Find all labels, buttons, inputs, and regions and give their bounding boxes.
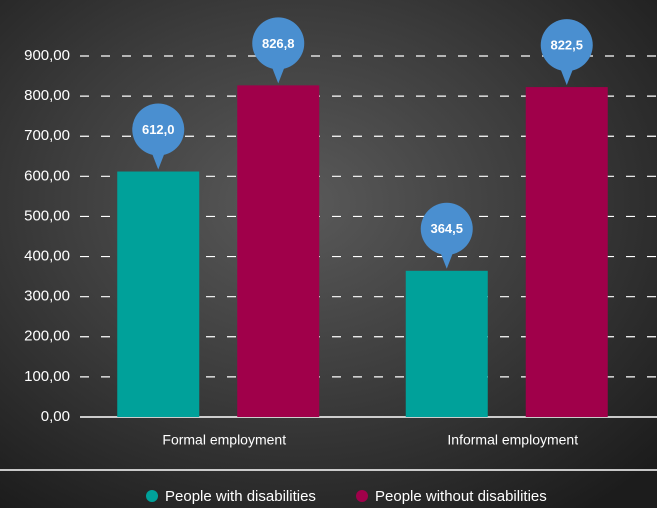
label-bubble bbox=[540, 19, 593, 72]
label-bubble bbox=[252, 17, 305, 70]
y-tick-label: 600,00 bbox=[24, 167, 70, 184]
y-tick-label: 700,00 bbox=[24, 127, 70, 144]
legend-marker bbox=[146, 490, 158, 502]
value-label: 822,5 bbox=[550, 38, 583, 53]
y-tick-label: 0,00 bbox=[41, 408, 70, 425]
x-tick-label: Formal employment bbox=[162, 432, 286, 448]
x-tick-label: Informal employment bbox=[447, 432, 578, 448]
label-bubble bbox=[271, 65, 286, 84]
bar bbox=[117, 171, 200, 417]
bar bbox=[405, 270, 488, 417]
y-tick-label: 200,00 bbox=[24, 328, 70, 345]
value-label: 364,5 bbox=[430, 221, 463, 236]
y-tick-label: 100,00 bbox=[24, 368, 70, 385]
legend-marker bbox=[356, 490, 368, 502]
y-tick-label: 400,00 bbox=[24, 248, 70, 265]
legend-label: People with disabilities bbox=[165, 488, 316, 505]
y-tick-label: 900,00 bbox=[24, 47, 70, 64]
label-bubble bbox=[132, 103, 185, 156]
label-bubble bbox=[420, 202, 473, 255]
y-tick-label: 300,00 bbox=[24, 288, 70, 305]
value-label: 826,8 bbox=[262, 36, 295, 51]
label-bubble bbox=[559, 67, 574, 86]
bar bbox=[525, 87, 608, 417]
y-tick-label: 500,00 bbox=[24, 207, 70, 224]
label-bubble bbox=[439, 250, 454, 269]
legend-label: People without disabilities bbox=[375, 488, 547, 505]
bar bbox=[237, 85, 320, 418]
value-label: 612,0 bbox=[142, 122, 175, 137]
label-bubble bbox=[151, 151, 166, 170]
y-tick-label: 800,00 bbox=[24, 87, 70, 104]
